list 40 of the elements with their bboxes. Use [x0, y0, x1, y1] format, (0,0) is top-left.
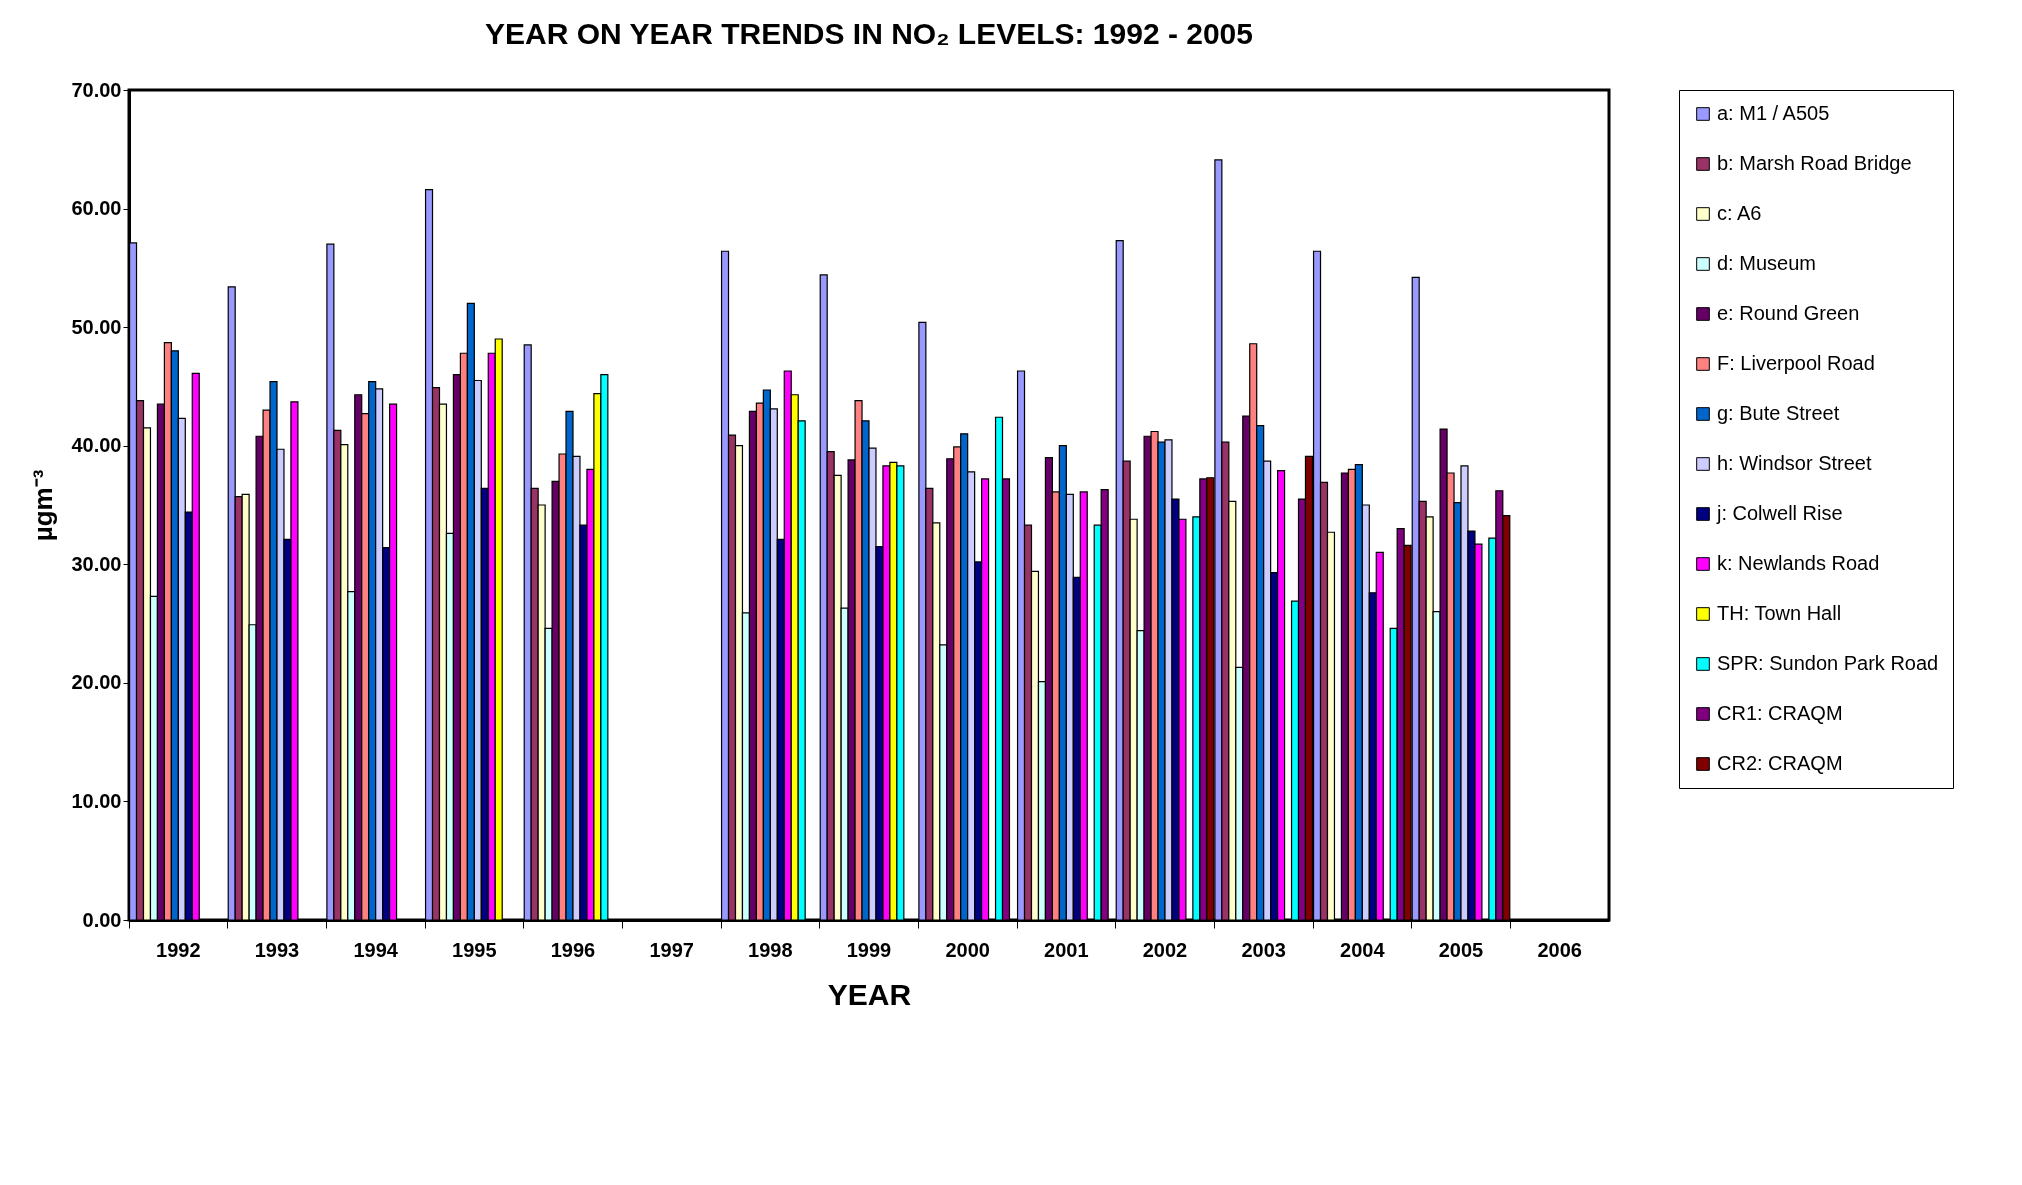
x-tick-label: 1998 — [748, 938, 793, 961]
y-tick-label: 20.00 — [71, 671, 122, 694]
y-tick-label: 0.00 — [82, 908, 122, 931]
x-tick-label: 2002 — [1142, 938, 1188, 961]
y-tick-label: 70.00 — [71, 78, 122, 101]
legend-label: d: Museum — [1717, 252, 1816, 274]
x-tick-label: 1994 — [353, 938, 399, 961]
x-tick-label: 2003 — [1241, 938, 1286, 961]
y-axis-title: µgm⁻³ — [28, 469, 59, 542]
legend-label: h: Windsor Street — [1717, 452, 1872, 474]
y-tick-label: 60.00 — [71, 197, 122, 220]
x-axis-title: YEAR — [827, 977, 912, 1011]
x-tick-label: 1999 — [846, 938, 892, 961]
x-tick-label: 2001 — [1044, 938, 1089, 961]
legend-label: SPR: Sundon Park Road — [1717, 652, 1939, 674]
x-tick-label: 1996 — [550, 938, 596, 961]
legend-label: e: Round Green — [1717, 302, 1860, 324]
x-tick-label: 2004 — [1340, 938, 1386, 961]
y-tick-label: 40.00 — [71, 434, 122, 457]
legend-label: j: Colwell Rise — [1716, 502, 1843, 524]
legend-label: b: Marsh Road Bridge — [1717, 152, 1912, 174]
legend-label: a: M1 / A505 — [1717, 102, 1830, 124]
y-tick-label: 50.00 — [71, 315, 122, 338]
x-tick-label: 1995 — [452, 938, 497, 961]
y-tick-label: 30.00 — [71, 552, 122, 575]
legend-label: k: Newlands Road — [1717, 552, 1880, 574]
x-tick-label: 2006 — [1537, 938, 1582, 961]
legend-label: F: Liverpool Road — [1717, 352, 1875, 374]
y-tick-label: 10.00 — [71, 789, 122, 812]
x-tick-label: 1993 — [254, 938, 300, 961]
x-tick-label: 1992 — [156, 938, 201, 961]
legend-label: g: Bute Street — [1717, 402, 1840, 424]
legend-label: c: A6 — [1717, 202, 1762, 224]
legend-label: TH: Town Hall — [1717, 602, 1842, 624]
x-tick-label: 2000 — [945, 938, 990, 961]
legend-label: CR2: CRAQM — [1717, 752, 1843, 774]
x-tick-label: 1997 — [649, 938, 694, 961]
chart-title: YEAR ON YEAR TRENDS IN NO₂ LEVELS: 1992 - 2005 — [485, 17, 1253, 50]
legend-label: CR1: CRAQM — [1717, 702, 1843, 724]
x-tick-label: 2005 — [1438, 938, 1484, 961]
